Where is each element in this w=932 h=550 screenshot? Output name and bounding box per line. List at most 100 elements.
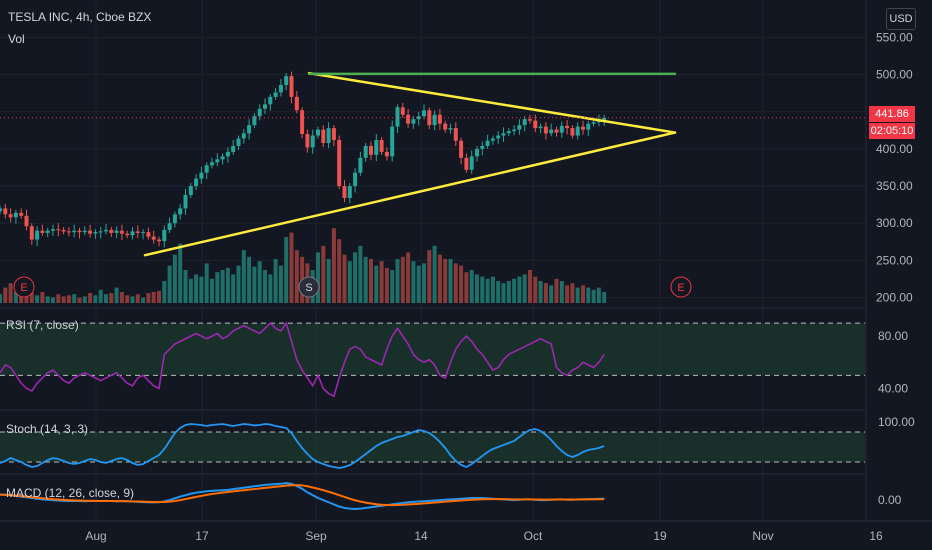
volume-bar xyxy=(178,243,183,303)
volume-bar xyxy=(581,285,585,303)
volume-bar xyxy=(98,289,103,303)
candle-body xyxy=(390,126,395,157)
candle-body xyxy=(565,125,570,129)
candle-body xyxy=(19,212,24,216)
volume-bar xyxy=(141,297,146,303)
volume-bar xyxy=(464,272,469,303)
volume-bar xyxy=(422,263,426,303)
volume-bar xyxy=(480,276,485,303)
volume-bar xyxy=(554,278,559,303)
candle-body xyxy=(247,125,252,134)
candle-body xyxy=(538,126,543,129)
candle-body xyxy=(135,231,140,233)
candle-body xyxy=(591,122,596,124)
candle-body xyxy=(469,156,474,170)
volume-bar xyxy=(268,274,273,303)
volume-bar xyxy=(586,287,591,303)
candle-body xyxy=(225,151,230,157)
volume-bar xyxy=(93,295,98,303)
volume-bar xyxy=(512,278,517,303)
candle-body xyxy=(51,229,55,231)
price-axis-label: 300.00 xyxy=(876,216,913,230)
candle-body xyxy=(437,114,442,124)
candle-body xyxy=(570,128,575,136)
volume-bar xyxy=(475,274,479,303)
candle-body xyxy=(273,92,278,97)
candle-body xyxy=(543,126,548,134)
volume-bar xyxy=(51,297,55,303)
candle-body xyxy=(268,96,273,105)
candle-body xyxy=(188,186,193,195)
candle-body xyxy=(167,223,172,230)
volume-bar xyxy=(570,283,575,303)
volume-bar xyxy=(353,252,358,303)
time-axis-label: 16 xyxy=(869,529,883,543)
candle-body xyxy=(443,123,448,130)
candle-body xyxy=(422,110,426,117)
volume-bar xyxy=(167,265,172,303)
time-axis-label: 14 xyxy=(414,529,428,543)
candle-body xyxy=(310,135,315,148)
stoch-line xyxy=(0,423,605,469)
candle-body xyxy=(326,128,331,143)
candle-body xyxy=(411,119,416,124)
candle-body xyxy=(485,140,490,146)
candle-body xyxy=(379,140,384,152)
candle-body xyxy=(374,140,379,155)
candle-body xyxy=(119,230,124,234)
volume-bar xyxy=(321,245,326,303)
volume-bar xyxy=(506,281,511,303)
volume-bar xyxy=(469,270,474,303)
candle-body xyxy=(210,162,214,166)
volume-bar xyxy=(172,254,177,303)
candle-body xyxy=(257,108,262,117)
currency-button[interactable]: USD xyxy=(886,8,916,30)
candle-body xyxy=(146,232,151,237)
candle-body xyxy=(294,96,299,111)
candle-body xyxy=(215,159,220,163)
candle-body xyxy=(24,215,29,227)
volume-bar xyxy=(485,278,490,303)
volume-bar xyxy=(278,265,283,303)
time-axis-label: Sep xyxy=(305,529,327,543)
candle-body xyxy=(104,229,108,232)
candle-body xyxy=(363,145,368,158)
volume-bar xyxy=(188,278,193,303)
volume-bar xyxy=(61,296,66,303)
volume-bar xyxy=(400,256,405,303)
price-axis-label: 250.00 xyxy=(876,253,913,267)
volume-bar xyxy=(183,270,188,303)
candle-body xyxy=(66,231,71,233)
candle-body xyxy=(517,125,522,130)
candle-body xyxy=(581,126,585,130)
candle-body xyxy=(300,110,305,135)
volume-bar xyxy=(135,294,140,303)
price-axis-label: 200.00 xyxy=(876,291,913,305)
volume-bar xyxy=(263,270,267,303)
volume-bar xyxy=(204,263,209,303)
candle-body xyxy=(162,229,167,242)
volume-bar xyxy=(13,292,18,303)
candle-body xyxy=(13,212,18,218)
candle-body xyxy=(331,128,336,140)
volume-bar xyxy=(559,281,564,303)
time-axis-label: 17 xyxy=(195,529,209,543)
earnings-marker xyxy=(13,276,35,298)
candle-body xyxy=(533,120,538,129)
candle-body xyxy=(480,145,485,149)
volume-bar xyxy=(565,285,570,303)
volume-bar xyxy=(538,281,543,303)
candle-body xyxy=(220,156,225,160)
candle-body xyxy=(395,107,400,127)
candle-body xyxy=(554,129,559,133)
volume-bar xyxy=(602,292,607,303)
volume-bar xyxy=(104,294,108,303)
volume-bar xyxy=(575,287,580,303)
volume-bar xyxy=(549,285,554,303)
candle-body xyxy=(475,148,479,157)
volume-bar xyxy=(8,283,13,303)
triangle-bottom-line xyxy=(143,131,677,257)
volume-bar xyxy=(406,252,411,303)
volume-bar xyxy=(358,245,363,303)
